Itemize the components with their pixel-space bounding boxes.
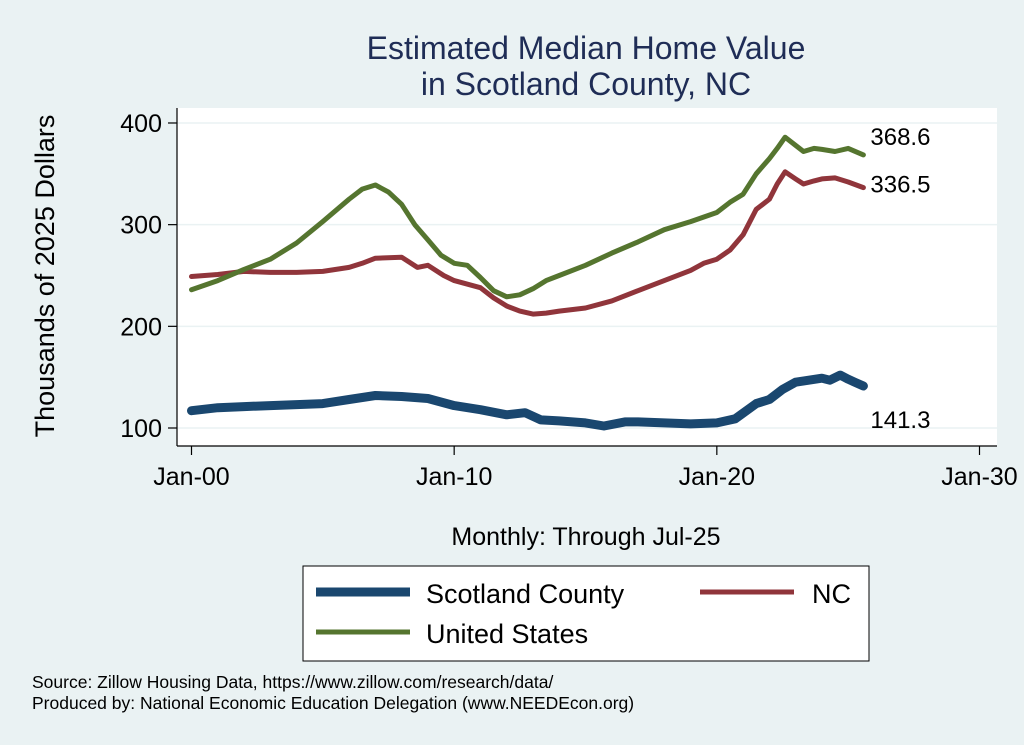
plot-area xyxy=(177,108,997,446)
source-note: Source: Zillow Housing Data, https://www… xyxy=(32,672,553,692)
chart-title-line-1: Estimated Median Home Value xyxy=(367,30,806,66)
legend-label-scotland-county: Scotland County xyxy=(426,579,625,609)
gridlines xyxy=(177,122,997,429)
end-label-us: 368.6 xyxy=(870,124,930,151)
y-tick-label-300: 300 xyxy=(120,212,162,240)
x-tick-label-Jan-10: Jan-10 xyxy=(416,463,492,491)
legend: Scotland County NC United States xyxy=(302,565,870,662)
end-labels: 141.3 336.5 368.6 xyxy=(870,124,930,434)
series-line-nc xyxy=(189,169,866,317)
y-tick-label-100: 100 xyxy=(120,415,162,443)
end-label-scotland: 141.3 xyxy=(870,407,930,434)
x-axis-title: Monthly: Through Jul-25 xyxy=(451,523,720,551)
legend-label-united-states: United States xyxy=(426,619,588,649)
y-tick-label-400: 400 xyxy=(120,110,162,138)
legend-label-nc: NC xyxy=(812,579,851,609)
producer-note: Produced by: National Economic Education… xyxy=(32,693,634,713)
series-line-us xyxy=(189,134,866,300)
x-tick-label-Jan-00: Jan-00 xyxy=(153,463,229,491)
x-axis: Jan-00 Jan-10 Jan-20 Jan-30 xyxy=(153,446,1018,491)
series-lines xyxy=(187,134,868,431)
chart-title-line-2: in Scotland County, NC xyxy=(421,66,751,102)
y-axis: 100 200 300 400 xyxy=(120,110,177,443)
end-label-nc: 336.5 xyxy=(870,172,930,199)
y-axis-title: Thousands of 2025 Dollars xyxy=(30,115,60,438)
series-line-scotland xyxy=(187,370,868,431)
x-tick-label-Jan-20: Jan-20 xyxy=(679,463,755,491)
x-tick-label-Jan-30: Jan-30 xyxy=(941,463,1017,491)
y-tick-label-200: 200 xyxy=(120,313,162,341)
legend-box xyxy=(302,565,870,662)
